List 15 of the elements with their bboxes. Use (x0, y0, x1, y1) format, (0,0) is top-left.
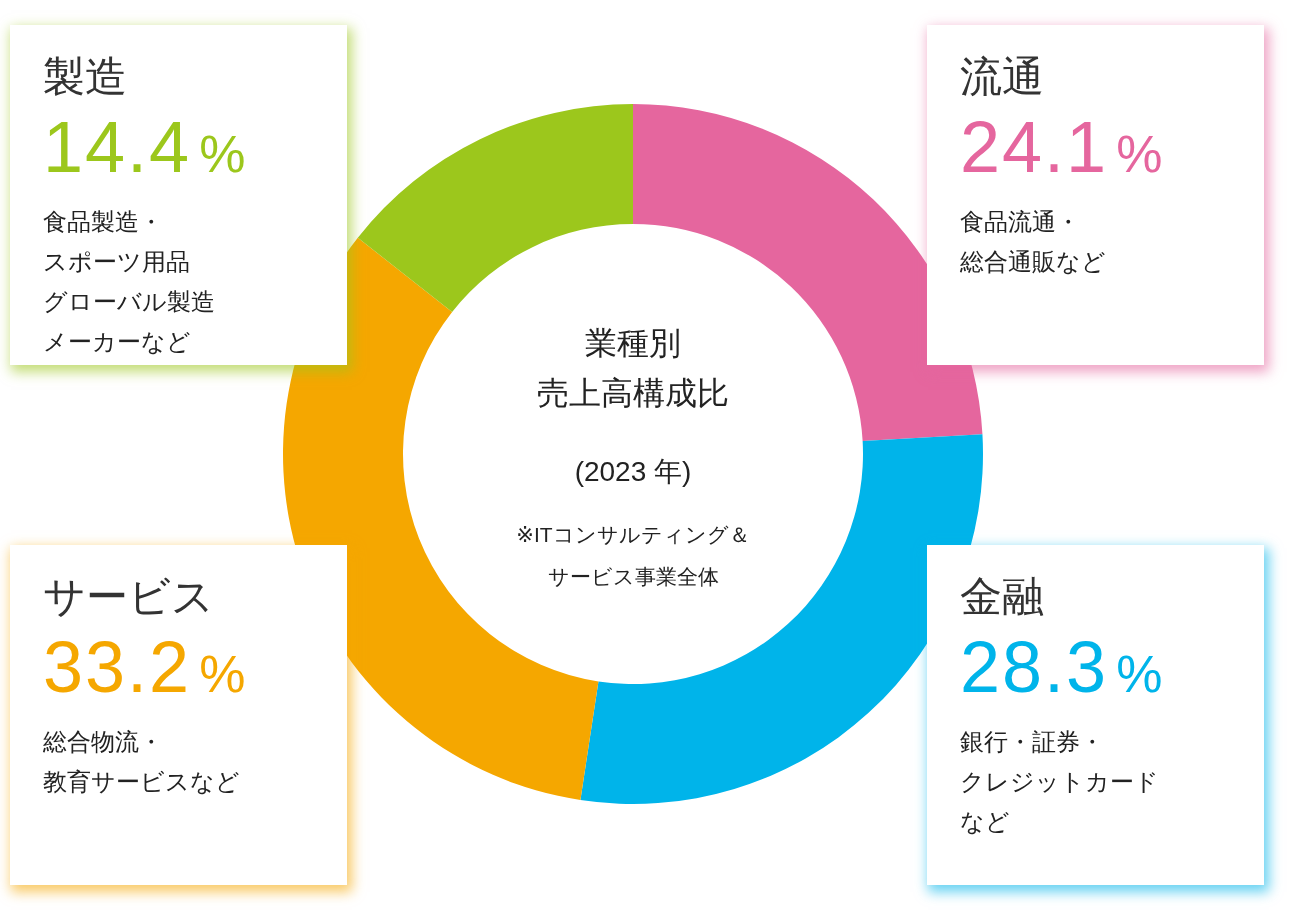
data-label: 24.1% (960, 107, 1165, 187)
data-label: 14.4% (43, 107, 248, 187)
data-label: 33.2% (43, 627, 248, 707)
slice-label: 金融 (960, 572, 1044, 622)
text: 総合物流・教育サービスなど (43, 727, 240, 797)
slice-label: 製造 (43, 52, 127, 102)
slice-label: 流通 (960, 52, 1044, 102)
data-label: 28.3% (960, 627, 1165, 707)
text: (2023 年) (573, 455, 693, 489)
text: 食品製造・スポーツ用品グローバル製造メーカーなど (43, 207, 215, 357)
text: ※ITコンサルティング＆サービス事業全体 (515, 522, 751, 590)
text: 食品流通・総合通販など (960, 207, 1106, 277)
text: 業種別売上高構成比 (536, 324, 730, 413)
text: 銀行・証券・クレジットカードなど (960, 727, 1159, 837)
slice-label: サービス (43, 572, 214, 622)
